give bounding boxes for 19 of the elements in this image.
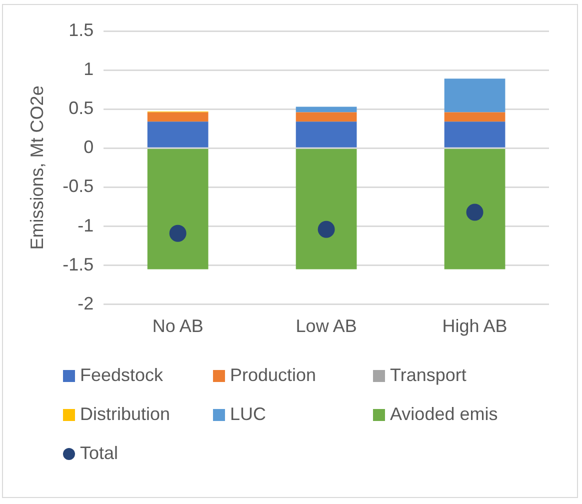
y-axis-title: Emissions, Mt CO2e: [26, 86, 47, 250]
y-tick-label: 0: [84, 137, 94, 158]
x-tick-label: No AB: [152, 316, 204, 336]
y-tick-label: -0.5: [62, 176, 94, 196]
y-tick-label: -1.5: [62, 254, 94, 274]
legend-label: Production: [230, 365, 316, 386]
legend-label: LUC: [230, 404, 266, 425]
legend-label: Feedstock: [80, 365, 164, 386]
legend-label: Avioded emis: [390, 404, 498, 425]
legend-label: Distribution: [80, 404, 170, 425]
legend-label: Total: [80, 443, 118, 464]
x-tick-label: Low AB: [296, 316, 357, 336]
y-tick-label: -1: [78, 215, 94, 236]
y-tick-label: 1: [84, 59, 94, 80]
y-tick-label: -2: [78, 293, 94, 314]
x-tick-label: High AB: [442, 316, 508, 336]
legend-label: Transport: [390, 365, 466, 386]
y-tick-label: 0.5: [68, 98, 94, 118]
y-tick-label: 1.5: [68, 20, 94, 40]
